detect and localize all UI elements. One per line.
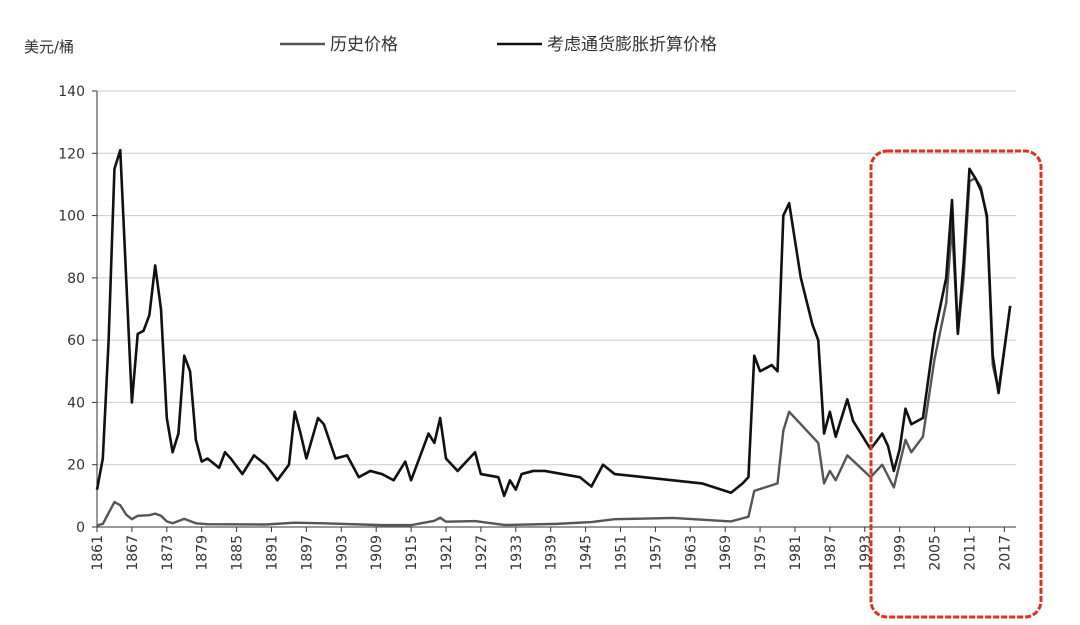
line-series — [95, 148, 1012, 498]
x-tick-label: 1951 — [613, 535, 629, 571]
y-tick-label: 120 — [58, 146, 85, 162]
x-tick-label: 1939 — [544, 535, 560, 571]
x-tick-label: 1909 — [369, 535, 385, 571]
x-tick-label: 1915 — [404, 535, 420, 571]
x-tick-label: 1945 — [579, 535, 595, 571]
x-tick-label: 2011 — [962, 535, 978, 571]
x-tick-label: 1921 — [439, 535, 455, 571]
x-tick-label: 1873 — [160, 535, 176, 571]
y-tick-label: 40 — [67, 395, 85, 411]
x-tick-label: 1885 — [230, 535, 246, 571]
highlight-box — [869, 149, 1043, 619]
y-tick-label: 60 — [67, 333, 85, 349]
line-series — [96, 176, 1012, 527]
y-axis-label: 美元/桶 — [24, 38, 74, 56]
x-tick-label: 1903 — [334, 535, 350, 571]
x-tick-label: 1879 — [195, 535, 211, 571]
x-tick-label: 1933 — [509, 535, 525, 571]
legend-label: 历史价格 — [330, 35, 398, 55]
x-tick-label: 1897 — [299, 535, 315, 571]
legend-label: 考虑通货膨胀折算价格 — [547, 35, 717, 55]
x-tick-label: 1999 — [893, 535, 909, 571]
y-tick-label: 80 — [67, 271, 85, 287]
x-tick-label: 1957 — [648, 535, 664, 571]
y-tick-label: 100 — [58, 209, 85, 225]
legend: 历史价格 考虑通货膨胀折算价格 — [280, 35, 717, 55]
x-tick-label: 1867 — [125, 535, 141, 571]
x-tick-label: 2005 — [928, 535, 944, 571]
x-tick-label: 2017 — [997, 535, 1013, 571]
x-tick-label: 1975 — [753, 535, 769, 571]
x-tick-label: 1969 — [718, 535, 734, 571]
y-tick-label: 20 — [67, 458, 85, 474]
x-tick-label: 1891 — [264, 535, 280, 571]
x-tick-label: 1927 — [474, 535, 490, 571]
x-tick-label: 1987 — [823, 535, 839, 571]
y-tick-label: 140 — [58, 84, 85, 100]
x-tick-label: 1861 — [90, 535, 106, 571]
x-tick-label: 1981 — [788, 535, 804, 571]
x-tick-label: 1963 — [683, 535, 699, 571]
y-tick-label: 0 — [76, 520, 85, 536]
